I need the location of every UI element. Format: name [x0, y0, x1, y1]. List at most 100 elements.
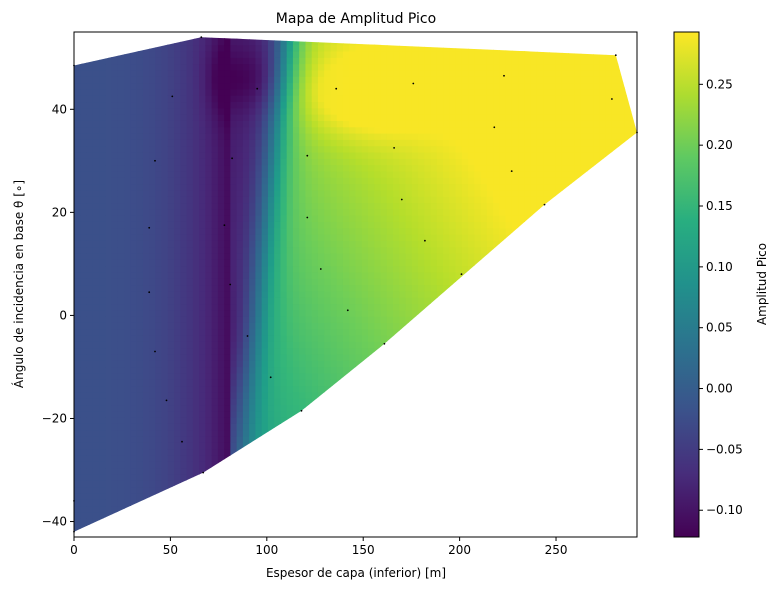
heatmap-cell — [342, 404, 350, 412]
heatmap-cell — [99, 303, 106, 311]
heatmap-cell — [311, 448, 319, 456]
heatmap-cell — [261, 44, 269, 52]
heatmap-cell — [167, 57, 175, 65]
heatmap-cell — [242, 379, 250, 387]
heatmap-cell — [342, 322, 350, 330]
heatmap-cell — [99, 69, 106, 77]
heatmap-cell — [105, 215, 113, 222]
heatmap-cell — [380, 322, 388, 330]
heatmap-cell — [418, 429, 425, 437]
heatmap-cell — [424, 145, 432, 153]
heatmap-cell — [380, 234, 388, 241]
heatmap-cell — [255, 88, 263, 96]
heatmap-cell — [230, 335, 238, 342]
heatmap-cell — [186, 177, 194, 185]
heatmap-cell — [405, 215, 413, 222]
heatmap-cell — [224, 170, 231, 178]
heatmap-cell — [317, 183, 325, 191]
heatmap-cell — [424, 309, 432, 317]
heatmap-cell — [99, 177, 106, 185]
heatmap-cell — [386, 328, 394, 336]
heatmap-cell — [74, 133, 81, 140]
heatmap-cell — [292, 511, 300, 519]
heatmap-cell — [342, 101, 350, 109]
heatmap-cell — [455, 309, 463, 317]
heatmap-cell — [255, 63, 263, 71]
heatmap-cell — [174, 360, 181, 368]
heatmap-cell — [418, 278, 425, 286]
heatmap-cell — [355, 442, 363, 450]
heatmap-cell — [336, 278, 344, 286]
heatmap-cell — [130, 341, 138, 349]
heatmap-cell — [292, 473, 300, 481]
heatmap-cell — [161, 328, 169, 336]
heatmap-cell — [242, 505, 250, 513]
heatmap-cell — [449, 290, 457, 298]
heatmap-cell — [161, 271, 169, 279]
heatmap-cell — [324, 398, 332, 406]
heatmap-cell — [399, 372, 407, 380]
heatmap-cell — [105, 391, 113, 399]
heatmap-cell — [399, 467, 407, 475]
heatmap-cell — [380, 492, 388, 500]
heatmap-cell — [305, 404, 313, 412]
heatmap-cell — [286, 177, 294, 185]
heatmap-cell — [299, 120, 307, 128]
heatmap-cell — [368, 511, 375, 519]
heatmap-cell — [280, 511, 288, 519]
heatmap-cell — [161, 303, 169, 311]
heatmap-cell — [374, 505, 382, 513]
heatmap-cell — [292, 145, 300, 153]
heatmap-cell — [449, 164, 457, 172]
heatmap-cell — [124, 164, 131, 172]
heatmap-cell — [261, 448, 269, 456]
heatmap-cell — [443, 271, 450, 279]
heatmap-cell — [199, 309, 206, 317]
heatmap-cell — [249, 63, 257, 71]
heatmap-cell — [192, 221, 200, 229]
heatmap-cell — [436, 328, 444, 336]
heatmap-cell — [205, 404, 213, 412]
heatmap-cell — [361, 133, 369, 140]
heatmap-cell — [267, 246, 275, 254]
heatmap-cell — [305, 234, 313, 241]
heatmap-cell — [111, 429, 119, 437]
heatmap-cell — [261, 158, 269, 166]
heatmap-cell — [355, 385, 363, 393]
heatmap-cell — [80, 177, 88, 185]
heatmap-cell — [349, 454, 357, 462]
heatmap-cell — [374, 57, 382, 65]
heatmap-cell — [236, 252, 244, 260]
heatmap-cell — [418, 265, 425, 273]
heatmap-cell — [261, 107, 269, 115]
heatmap-cell — [436, 69, 444, 77]
heatmap-cell — [317, 246, 325, 254]
heatmap-cell — [261, 398, 269, 406]
heatmap-cell — [249, 240, 257, 248]
heatmap-cell — [299, 391, 307, 399]
heatmap-cell — [192, 518, 200, 525]
heatmap-cell — [74, 158, 81, 166]
heatmap-cell — [355, 189, 363, 197]
heatmap-cell — [149, 265, 156, 273]
heatmap-cell — [280, 341, 288, 349]
heatmap-cell — [374, 385, 382, 393]
heatmap-cell — [299, 524, 307, 532]
heatmap-cell — [443, 467, 450, 475]
heatmap-cell — [305, 215, 313, 222]
heatmap-cell — [299, 114, 307, 121]
heatmap-cell — [267, 322, 275, 330]
heatmap-cell — [424, 271, 432, 279]
heatmap-cell — [292, 297, 300, 305]
heatmap-cell — [443, 145, 450, 153]
heatmap-cell — [180, 341, 188, 349]
heatmap-cell — [255, 442, 263, 450]
heatmap-cell — [349, 120, 357, 128]
heatmap-cell — [161, 76, 169, 84]
heatmap-cell — [261, 417, 269, 424]
heatmap-cell — [255, 38, 263, 46]
heatmap-cell — [236, 227, 244, 235]
heatmap-cell — [205, 335, 213, 342]
heatmap-cell — [461, 316, 469, 323]
heatmap-cell — [380, 63, 388, 71]
